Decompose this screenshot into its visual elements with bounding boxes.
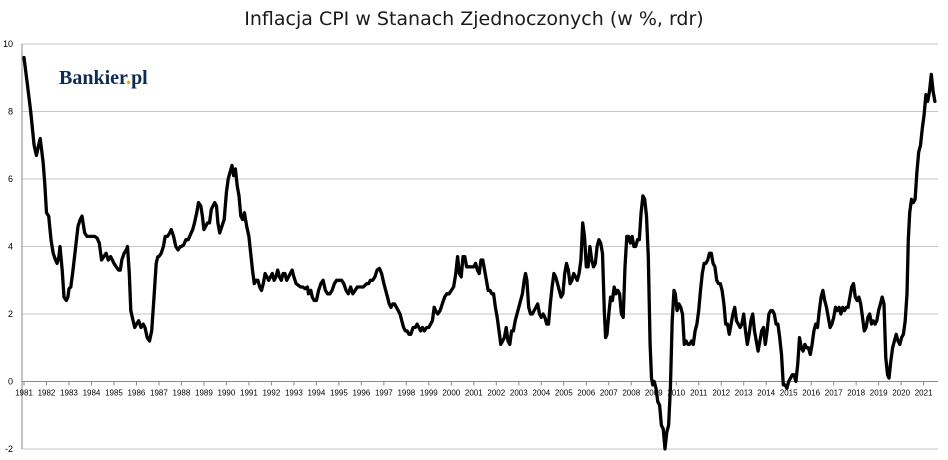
x-axis-ticks: 1981 1982 1983 1984 1985 1986 1987 1988 1989 1990…	[15, 381, 933, 398]
brand-logo: Bankier.pl	[59, 67, 148, 89]
x-tick-label: 2006	[577, 389, 595, 398]
x-tick-label: 2009	[645, 389, 663, 398]
chart-title: Inflacja CPI w Stanach Zjednoczonych (w …	[244, 8, 703, 30]
x-tick-label: 2021	[915, 389, 933, 398]
x-tick-label: 1991	[240, 389, 258, 398]
x-tick-label: 1984	[83, 389, 101, 398]
x-tick-label: 2007	[600, 389, 618, 398]
x-tick-label: 2018	[847, 389, 865, 398]
x-tick-label: 1986	[128, 389, 146, 398]
x-tick-label: 1989	[195, 389, 213, 398]
x-tick-label: 2004	[532, 389, 550, 398]
x-tick-label: 2001	[465, 389, 483, 398]
x-tick-label: 1999	[420, 389, 438, 398]
x-tick-label: 1987	[150, 389, 168, 398]
series-line-0	[22, 55, 937, 451]
x-tick-label: 2000	[442, 389, 460, 398]
y-tick-label: 2	[8, 309, 13, 319]
x-tick-label: 1995	[330, 389, 348, 398]
y-tick-label: 4	[8, 242, 13, 252]
x-tick-label: 1983	[60, 389, 78, 398]
x-tick-label: 1985	[105, 389, 123, 398]
x-tick-label: 2017	[825, 389, 843, 398]
x-tick-label: 2015	[780, 389, 798, 398]
x-tick-label: 2005	[555, 389, 573, 398]
brand-name: Bankier	[59, 67, 128, 89]
x-tick-label: 2010	[667, 389, 685, 398]
x-tick-label: 2011	[690, 389, 708, 398]
x-tick-label: 1988	[173, 389, 191, 398]
x-tick-label: 2016	[802, 389, 820, 398]
x-tick-label: 1998	[397, 389, 415, 398]
x-tick-label: 2014	[757, 389, 775, 398]
x-tick-label: 2002	[487, 389, 505, 398]
brand-tld: pl	[131, 67, 148, 89]
x-tick-label: 1992	[262, 389, 280, 398]
x-tick-label: 2003	[510, 389, 528, 398]
x-tick-label: 1994	[307, 389, 325, 398]
series-layer	[22, 55, 937, 451]
y-tick-label: 0	[8, 377, 13, 387]
y-axis-ticks: -2 0 2 4 6 8 10	[3, 39, 13, 454]
x-tick-label: 1981	[15, 389, 33, 398]
x-tick-label: 1982	[38, 389, 56, 398]
x-tick-label: 1997	[375, 389, 393, 398]
y-tick-label: 8	[8, 107, 13, 117]
y-tick-label: 10	[3, 39, 13, 49]
x-tick-label: 2008	[622, 389, 640, 398]
x-tick-label: 1990	[218, 389, 236, 398]
x-tick-label: 1996	[352, 389, 370, 398]
x-tick-label: 2019	[870, 389, 888, 398]
x-tick-label: 1993	[285, 389, 303, 398]
brand-dot: .	[126, 67, 131, 89]
x-tick-label: 2020	[892, 389, 910, 398]
y-tick-label: 6	[8, 174, 13, 184]
x-tick-label: 2013	[735, 389, 753, 398]
y-tick-label: -2	[5, 444, 13, 454]
x-tick-label: 2012	[712, 389, 730, 398]
